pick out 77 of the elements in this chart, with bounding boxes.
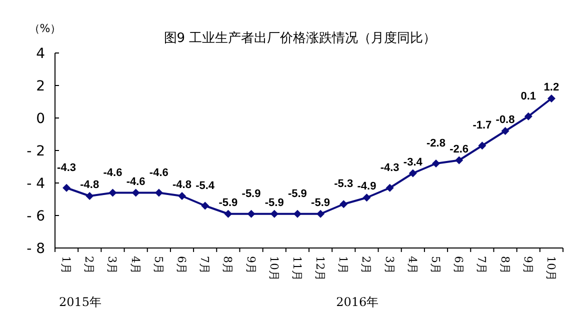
point [154, 188, 163, 197]
x-tick-label: 2月 [82, 256, 96, 274]
x-tick-label: 2月 [360, 256, 373, 274]
data-label: -2.8 [426, 138, 446, 150]
x-tick-label: 5月 [152, 256, 165, 274]
point [293, 210, 302, 218]
point [362, 194, 371, 202]
data-label: -4.3 [57, 162, 76, 174]
x-tick-label: 8月 [221, 256, 234, 274]
point [132, 188, 140, 197]
data-label: 1.2 [544, 82, 560, 94]
point [178, 192, 186, 200]
data-label: -4.3 [380, 162, 400, 174]
data-label: -1.7 [472, 120, 492, 132]
point [478, 142, 486, 150]
y-tick-label: - 4 [26, 176, 46, 192]
point [340, 200, 348, 208]
data-label: -5.4 [196, 180, 216, 192]
point [386, 184, 394, 192]
data-label: -4.6 [149, 166, 168, 179]
data-label: -2.6 [450, 143, 469, 156]
y-axis-title: （%） [28, 22, 62, 35]
data-label: -5.9 [288, 188, 307, 200]
x-tick-label: 3月 [106, 256, 119, 274]
data-label: -4.6 [126, 176, 146, 188]
data-label: -3.4 [403, 156, 424, 168]
y-tick-label: - 2 [26, 144, 45, 160]
x-tick-label: 1月 [60, 256, 73, 274]
x-tick-label: 9月 [244, 256, 258, 274]
data-label: -5.9 [242, 188, 261, 200]
x-tick-label: 5月 [429, 256, 442, 274]
point [432, 160, 440, 168]
chart-title: 图9 工业生产者出厂价格涨跌情况（月度同比） [164, 30, 436, 46]
data-label: -4.6 [103, 166, 122, 179]
x-tick-label: 1月 [336, 256, 350, 274]
point [108, 188, 117, 197]
x-tick-label: 6月 [175, 256, 188, 274]
x-tick-label: 8月 [498, 256, 512, 274]
point [408, 169, 417, 178]
point [316, 210, 325, 218]
data-label: -5.9 [311, 196, 330, 209]
x-tick-label: 4月 [128, 256, 142, 274]
y-tick-label: 4 [36, 46, 46, 62]
data-label: -5.9 [218, 196, 238, 209]
x-tick-label: 6月 [452, 256, 466, 274]
y-tick-label: - 6 [26, 208, 46, 224]
point [524, 112, 532, 120]
point [201, 202, 210, 210]
y-tick-label: 2 [36, 78, 45, 94]
x-tick-label: 7月 [475, 256, 488, 274]
x-tick-label: 10月 [267, 256, 280, 281]
x-tick-label: 10月 [544, 256, 558, 281]
point [270, 210, 278, 218]
data-label: -5.3 [334, 178, 354, 190]
x-tick-label: 11月 [290, 256, 304, 281]
point [224, 210, 232, 218]
text: 2015年 [59, 295, 102, 309]
data-label: -4.8 [172, 179, 192, 191]
data-label: -5.9 [264, 196, 284, 209]
y-tick-label: 0 [36, 111, 45, 127]
data-label: -4.9 [357, 180, 376, 193]
point [86, 192, 94, 200]
data-label: -4.8 [80, 179, 100, 191]
point [247, 210, 256, 218]
text: 2016年 [336, 295, 379, 309]
point [62, 184, 71, 192]
x-tick-label: 3月 [382, 256, 396, 274]
x-tick-label: 12月 [314, 256, 327, 281]
data-label: -0.8 [496, 114, 515, 126]
y-tick-label: - 8 [26, 241, 45, 257]
point [455, 156, 464, 164]
x-tick-label: 9月 [521, 256, 534, 274]
x-tick-label: 7月 [198, 256, 212, 274]
point [547, 94, 556, 102]
data-label: 0.1 [520, 90, 536, 102]
point [501, 127, 510, 135]
x-tick-label: 4月 [406, 256, 419, 274]
